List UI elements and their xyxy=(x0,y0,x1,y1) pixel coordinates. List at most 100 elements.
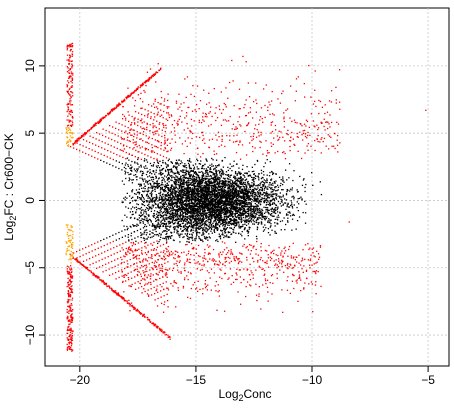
point-not-significant xyxy=(205,224,207,226)
point-not-significant xyxy=(215,207,217,210)
point-not-significant xyxy=(166,179,169,181)
point-not-significant xyxy=(235,211,237,213)
point-not-significant xyxy=(186,219,188,222)
point-not-significant xyxy=(143,225,146,228)
point-not-significant xyxy=(195,173,197,175)
point-not-significant xyxy=(207,166,209,168)
point-not-significant xyxy=(210,225,213,227)
point-not-significant xyxy=(169,226,171,228)
point-not-significant xyxy=(235,218,237,221)
point-not-significant xyxy=(228,186,230,188)
point-not-significant xyxy=(227,207,229,209)
point-not-significant xyxy=(202,180,204,182)
point-not-significant xyxy=(209,219,212,222)
point-not-significant xyxy=(164,201,166,203)
point-not-significant xyxy=(237,195,239,197)
point-not-significant xyxy=(167,212,170,214)
point-not-significant xyxy=(198,168,200,170)
point-not-significant xyxy=(156,220,158,222)
point-not-significant xyxy=(178,224,180,227)
point-not-significant xyxy=(240,172,242,175)
point-not-significant xyxy=(229,197,231,199)
point-not-significant xyxy=(154,199,156,201)
point-not-significant xyxy=(153,182,155,184)
point-not-significant xyxy=(242,178,244,180)
point-not-significant xyxy=(166,228,168,230)
point-not-significant xyxy=(129,225,131,228)
point-not-significant xyxy=(159,212,161,214)
point-not-significant xyxy=(180,191,183,193)
point-not-significant xyxy=(190,224,193,226)
point-not-significant xyxy=(184,193,186,195)
point-not-significant xyxy=(142,203,144,206)
point-not-significant xyxy=(257,198,260,200)
point-not-significant xyxy=(219,201,221,204)
point-not-significant xyxy=(205,203,208,206)
point-not-significant xyxy=(225,184,227,186)
point-not-significant xyxy=(203,233,205,235)
point-not-significant xyxy=(212,188,214,190)
point-not-significant xyxy=(262,184,264,186)
point-not-significant xyxy=(301,198,303,200)
point-not-significant xyxy=(165,170,167,173)
point-not-significant xyxy=(245,179,247,181)
point-not-significant xyxy=(182,203,184,205)
point-not-significant xyxy=(236,207,238,209)
point-not-significant xyxy=(219,207,221,209)
point-not-significant xyxy=(249,174,251,176)
point-not-significant xyxy=(214,177,217,179)
point-not-significant xyxy=(256,213,258,215)
point-not-significant xyxy=(239,199,241,201)
point-not-significant xyxy=(233,185,235,187)
point-not-significant xyxy=(158,240,160,243)
point-not-significant xyxy=(238,204,241,207)
point-not-significant xyxy=(199,193,201,195)
point-not-significant xyxy=(216,216,219,218)
point-not-significant xyxy=(213,192,215,194)
point-not-significant xyxy=(177,181,180,184)
point-not-significant xyxy=(281,189,283,191)
point-not-significant xyxy=(189,203,191,205)
point-not-significant xyxy=(201,234,203,236)
point-not-significant xyxy=(258,202,260,204)
point-not-significant xyxy=(202,210,204,213)
point-not-significant xyxy=(243,175,245,177)
point-not-significant xyxy=(258,194,261,197)
point-not-significant xyxy=(214,217,216,219)
point-not-significant xyxy=(182,196,184,198)
point-not-significant xyxy=(277,219,279,221)
point-not-significant xyxy=(238,214,241,216)
point-not-significant xyxy=(227,195,230,198)
point-not-significant xyxy=(265,198,267,201)
point-not-significant xyxy=(240,188,243,190)
point-not-significant xyxy=(167,238,170,240)
point-not-significant xyxy=(207,198,209,200)
point-not-significant xyxy=(196,197,198,199)
point-not-significant xyxy=(284,202,286,204)
point-not-significant xyxy=(212,209,214,212)
point-not-significant xyxy=(205,192,208,195)
point-not-significant xyxy=(247,207,250,210)
point-not-significant xyxy=(269,221,271,223)
point-not-significant xyxy=(176,209,179,211)
point-not-significant xyxy=(230,217,232,220)
point-not-significant xyxy=(180,160,182,162)
point-not-significant xyxy=(231,213,233,215)
point-not-significant xyxy=(196,202,198,204)
point-not-significant xyxy=(196,197,199,200)
point-not-significant xyxy=(209,237,211,239)
point-not-significant xyxy=(253,183,255,185)
point-not-significant xyxy=(192,195,194,197)
point-not-significant xyxy=(208,218,210,221)
point-not-significant xyxy=(233,194,235,196)
point-not-significant xyxy=(191,237,193,240)
point-not-significant xyxy=(222,191,224,194)
point-not-significant xyxy=(204,170,207,172)
point-not-significant xyxy=(141,203,143,206)
point-not-significant xyxy=(277,206,279,208)
point-not-significant xyxy=(253,197,255,199)
point-not-significant xyxy=(229,189,231,191)
point-not-significant xyxy=(242,211,244,213)
point-not-significant xyxy=(206,171,208,173)
point-not-significant xyxy=(148,197,151,199)
